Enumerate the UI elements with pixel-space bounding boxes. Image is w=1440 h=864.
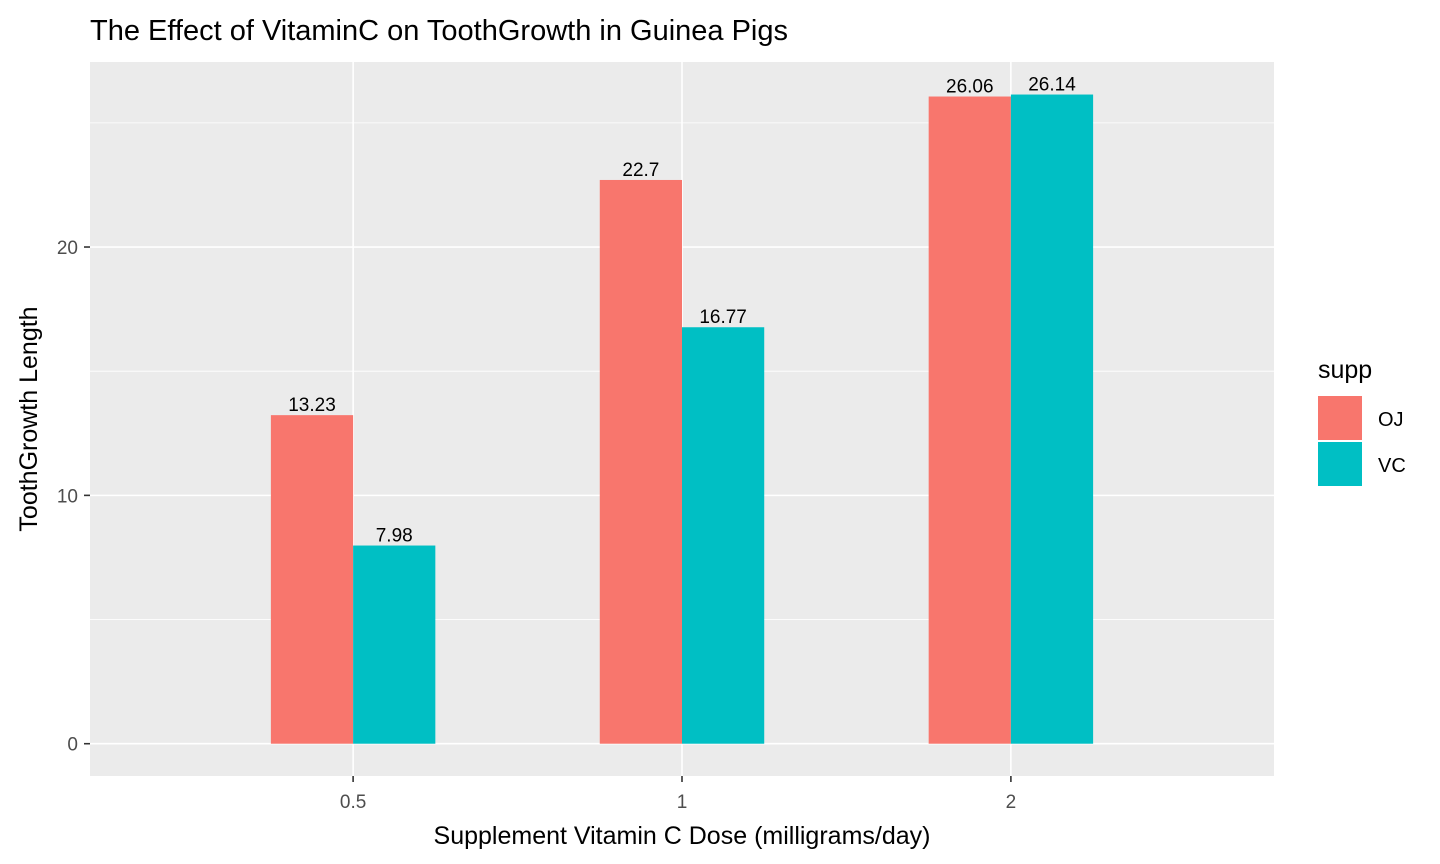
y-tick-label: 20: [57, 238, 78, 259]
bar-vc: [682, 327, 765, 744]
bar-oj: [928, 96, 1011, 744]
x-tick-label: 2: [1006, 792, 1017, 813]
data-label: 26.06: [946, 77, 994, 98]
data-label: 16.77: [699, 307, 747, 328]
y-axis-title: ToothGrowth Length: [15, 306, 43, 531]
x-tick-label: 0.5: [340, 792, 366, 813]
legend-label-oj: OJ: [1378, 409, 1404, 431]
data-labels: 13.23 22.7 26.06 7.98 16.77 26.14: [288, 75, 1076, 547]
x-axis-title: Supplement Vitamin C Dose (milligrams/da…: [434, 822, 931, 850]
y-tick-label: 10: [57, 486, 78, 507]
bar-oj: [270, 415, 354, 744]
legend-swatch-oj: [1318, 396, 1362, 440]
data-label: 26.14: [1028, 75, 1076, 96]
bars: [270, 94, 1094, 744]
y-tick-label: 0: [67, 735, 78, 756]
bar-vc: [353, 545, 436, 744]
x-axis: 0.5 1 2: [340, 776, 1016, 813]
data-label: 13.23: [288, 395, 336, 416]
legend-label-vc: VC: [1378, 455, 1406, 477]
bar-oj: [599, 179, 682, 744]
data-label: 22.7: [622, 160, 659, 181]
bar-vc: [1010, 94, 1094, 744]
data-label: 7.98: [376, 526, 413, 547]
legend-title: supp: [1318, 356, 1372, 384]
x-tick-label: 1: [677, 792, 688, 813]
legend-swatch-vc: [1318, 442, 1362, 486]
chart-title: The Effect of VitaminC on ToothGrowth in…: [90, 15, 788, 47]
y-axis: 0 10 20: [57, 238, 90, 756]
legend: supp OJ VC: [1318, 356, 1406, 486]
